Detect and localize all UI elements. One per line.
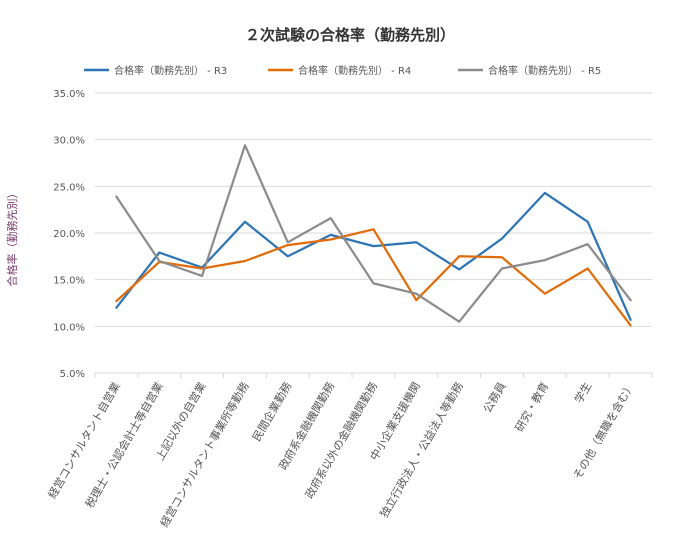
legend-label: 合格率（勤務先別） - R3 bbox=[114, 64, 227, 77]
x-tick-label: 独立行政法人・公益法人等勤務 bbox=[377, 380, 466, 520]
series-line-3 bbox=[115, 144, 632, 323]
x-tick-label: 学生 bbox=[571, 380, 594, 406]
x-tick-label: 経営コンサルタント自営業 bbox=[45, 380, 123, 501]
x-tick-label: 民間企業勤務 bbox=[249, 380, 294, 444]
y-tick-label: 25.0% bbox=[53, 182, 85, 193]
y-axis-ticks: 5.0% 10.0% 15.0% 20.0% 25.0% 30.0% 35.0% bbox=[53, 89, 85, 380]
y-tick-label: 10.0% bbox=[53, 322, 85, 333]
chart-title: ２次試験の合格率（勤務先別） bbox=[245, 26, 455, 44]
x-tick-label: 研究・教育 bbox=[512, 380, 552, 435]
gridlines bbox=[95, 92, 652, 374]
legend-label: 合格率（勤務先別） - R4 bbox=[298, 64, 411, 77]
x-tick-label: 税理士・公認会計士等自営業 bbox=[82, 380, 166, 511]
legend: 合格率（勤務先別） - R3 合格率（勤務先別） - R4 合格率（勤務先別） - … bbox=[84, 64, 601, 77]
x-axis-ticks: 経営コンサルタント自営業税理士・公認会計士等自営業上記以外の自営業経営コンサルタ… bbox=[45, 373, 653, 530]
y-tick-label: 30.0% bbox=[53, 136, 85, 147]
y-tick-label: 20.0% bbox=[53, 229, 85, 240]
series-line-2 bbox=[115, 228, 632, 327]
series-layer bbox=[115, 144, 632, 327]
y-axis-label: 合格率（勤務先別） bbox=[5, 188, 19, 287]
y-tick-label: 5.0% bbox=[60, 369, 85, 380]
x-tick-label: 公務員 bbox=[480, 380, 509, 416]
x-tick-label: 政府系以外の金融機関勤務 bbox=[302, 380, 380, 501]
y-tick-label: 15.0% bbox=[53, 276, 85, 287]
x-tick-label: 経営コンサルタント事業所等勤務 bbox=[157, 380, 252, 530]
y-tick-label: 35.0% bbox=[53, 89, 85, 100]
legend-label: 合格率（勤務先別） - R5 bbox=[488, 64, 601, 77]
